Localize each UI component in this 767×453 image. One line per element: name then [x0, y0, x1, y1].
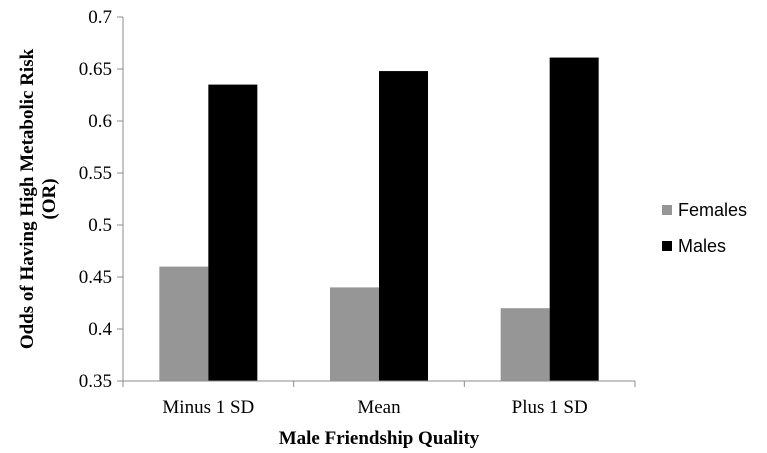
y-tick-label: 0.5 — [88, 215, 112, 236]
bar-females-mean — [330, 287, 379, 381]
y-tick-label: 0.6 — [88, 111, 112, 132]
y-tick-label: 0.45 — [79, 267, 112, 288]
y-tick-label: 0.7 — [88, 7, 112, 28]
y-tick-label: 0.65 — [79, 59, 112, 80]
bar-males-plus-1-sd — [549, 57, 599, 382]
y-tick-label: 0.4 — [88, 319, 112, 340]
y-axis-ticks: 0.35 0.4 0.45 0.5 0.55 0.6 0.65 0.7 — [79, 7, 123, 392]
legend-label-females: Females — [678, 200, 747, 220]
y-axis-title-line1: Odds of Having High Metabolic Risk — [17, 48, 38, 349]
bar-males-mean — [379, 71, 428, 381]
legend-swatch-females — [662, 205, 672, 215]
bar-females-plus-1-sd — [500, 308, 550, 381]
y-axis-title: Odds of Having High Metabolic Risk (OR) — [17, 48, 60, 349]
y-tick-label: 0.35 — [79, 371, 112, 392]
y-axis-title-line2: (OR) — [39, 178, 60, 219]
x-category-label: Plus 1 SD — [512, 397, 588, 418]
legend-label-males: Males — [678, 236, 726, 256]
legend: Females Males — [662, 200, 747, 256]
x-axis-ticks: Minus 1 SD Mean Plus 1 SD — [122, 381, 636, 418]
bar-females-minus-1-sd — [159, 266, 209, 381]
x-axis-title: Male Friendship Quality — [279, 428, 480, 449]
bars — [159, 57, 599, 382]
x-category-label: Mean — [357, 397, 401, 418]
legend-swatch-males — [662, 241, 672, 251]
y-tick-label: 0.55 — [79, 163, 112, 184]
x-category-label: Minus 1 SD — [162, 397, 254, 418]
bar-males-minus-1-sd — [208, 84, 258, 381]
